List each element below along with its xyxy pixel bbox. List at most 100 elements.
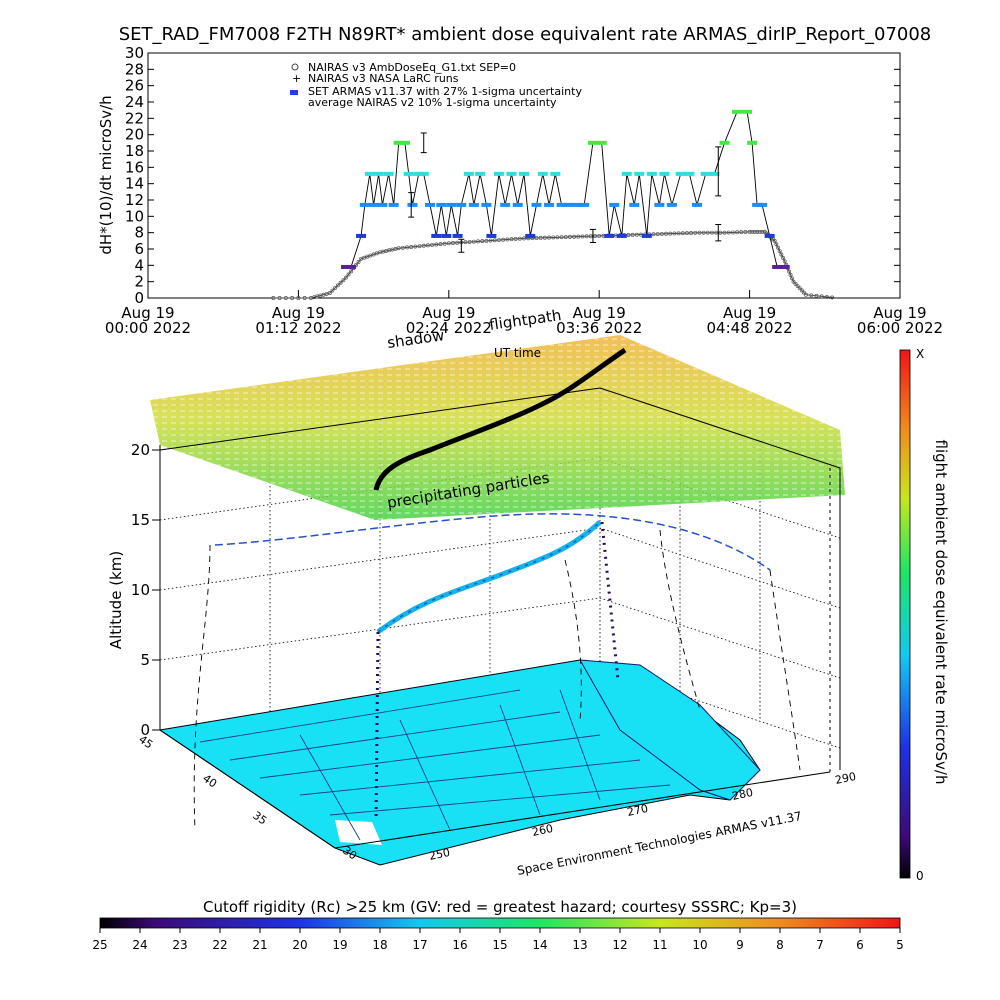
nairas-point [676, 231, 681, 236]
y-tick-label: 14 [125, 175, 144, 193]
armas-point [388, 202, 399, 207]
armas-point [359, 202, 370, 207]
armas-point [654, 202, 665, 207]
nairas-point [542, 235, 547, 240]
latitude-tick-label: 35 [250, 809, 269, 828]
nairas-point [522, 236, 526, 241]
bottom-colorbar-tick-label: 13 [572, 938, 587, 952]
x-tick-label-line1: Aug 19 [272, 304, 325, 322]
armas-point [641, 233, 652, 238]
altitude-tick-label: 10 [131, 581, 150, 599]
armas-point [684, 171, 695, 176]
nairas-point [781, 255, 785, 260]
armas-point [364, 171, 375, 176]
nairas-point [659, 231, 664, 236]
armas-point [621, 171, 632, 176]
armas-point [757, 202, 768, 207]
right-colorbar-bottom-label: 0 [916, 869, 924, 883]
armas-point [646, 171, 657, 176]
y-tick-label: 24 [125, 93, 144, 111]
nairas-point [333, 285, 338, 290]
armas-point [506, 171, 517, 176]
nairas-point [747, 229, 752, 234]
armas-point [493, 171, 504, 176]
armas-point [418, 171, 429, 176]
nairas-point [496, 238, 501, 242]
legend-marker-blue-square-icon [290, 90, 298, 95]
nairas-point [417, 244, 422, 249]
armas-point [747, 140, 758, 145]
right-colorbar-top-label: X [916, 347, 924, 361]
nairas-point [425, 243, 430, 248]
armas-series-line [346, 111, 785, 268]
top-y-axis-label: dH*(10)/dt microSv/h [97, 95, 115, 254]
armas-point [742, 109, 753, 114]
armas-point [764, 233, 775, 238]
nairas-point [576, 234, 581, 239]
nairas-point [405, 245, 409, 250]
3d-frame-lines [159, 387, 841, 772]
armas-point [346, 264, 357, 269]
armas-point [512, 202, 523, 207]
nairas-point [787, 269, 792, 274]
3d-flight-scene: shadow flightpath UT time precipitating … [107, 306, 857, 878]
nairas-point [538, 235, 543, 240]
bottom-colorbar-tick-label: 6 [856, 938, 864, 952]
label-shadow: shadow [386, 326, 445, 352]
nairas-point [513, 236, 518, 241]
legend-marker-plus-icon: + [292, 72, 301, 85]
nairas-point [750, 229, 755, 234]
armas-point [604, 233, 615, 238]
nairas-point [584, 234, 589, 239]
nairas-point [563, 235, 568, 239]
armas-point [446, 202, 457, 207]
legend-item-nairas-v3-larc: + NAIRAS v3 NASA LaRC runs [292, 72, 459, 85]
longitude-ticks: 250 260 270 280 290 [428, 770, 857, 863]
nairas-point [471, 239, 476, 244]
nairas-point [501, 237, 506, 242]
armas-point [393, 140, 404, 145]
bottom-colorbar-tick-label: 10 [692, 938, 707, 952]
y-tick-label: 6 [134, 240, 144, 258]
nairas-point [413, 244, 418, 249]
x-tick-label-line1: Aug 19 [422, 304, 475, 322]
legend-item-nairas-v2: average NAIRAS v2 10% 1-sigma uncertaint… [308, 96, 557, 109]
armas-point [341, 264, 352, 269]
armas-point [525, 233, 536, 238]
nairas-point [710, 230, 714, 235]
x-tick-label-line2: 00:00 2022 [105, 319, 191, 337]
nairas-point [409, 245, 414, 249]
nairas-point [801, 290, 806, 295]
legend-item-nairas-v3-sep: NAIRAS v3 AmbDoseEq_G1.txt SEP=0 [291, 61, 516, 74]
y-tick-label: 20 [125, 126, 144, 144]
y-tick-label: 12 [125, 191, 144, 209]
nairas-point [730, 230, 735, 235]
nairas-point [672, 231, 677, 236]
longitude-tick-label: 250 [428, 846, 451, 863]
nairas-point [547, 235, 552, 240]
nairas-point [283, 296, 288, 300]
error-bar [458, 238, 465, 253]
nairas-point [271, 296, 276, 300]
armas-point [779, 264, 790, 269]
nairas-point [626, 233, 631, 237]
x-tick-label-line2: 06:00 2022 [857, 319, 943, 337]
wall-flight-track [214, 513, 771, 571]
x-tick-label-line2: 03:36 2022 [556, 319, 642, 337]
nairas-point [296, 296, 301, 300]
back-right-edge [599, 387, 841, 770]
map-floor [158, 659, 831, 866]
bottom-colorbar-tick-label: 14 [532, 938, 547, 952]
legend-marker-circle-x-icon [291, 63, 299, 71]
armas-point [691, 202, 702, 207]
bottom-colorbar-tick-label: 25 [92, 938, 107, 952]
armas-point [383, 171, 394, 176]
nairas-point [396, 246, 401, 251]
armas-point [579, 202, 590, 207]
top-legend: NAIRAS v3 AmbDoseEq_G1.txt SEP=0 + NAIRA… [290, 61, 582, 109]
y-tick-label: 22 [125, 109, 144, 127]
label-flightpath: flightpath [488, 306, 562, 334]
legend-label-nairas-v2: average NAIRAS v2 10% 1-sigma uncertaint… [308, 96, 557, 109]
bottom-colorbar-tick-label: 7 [816, 938, 824, 952]
armas-point [377, 202, 388, 207]
